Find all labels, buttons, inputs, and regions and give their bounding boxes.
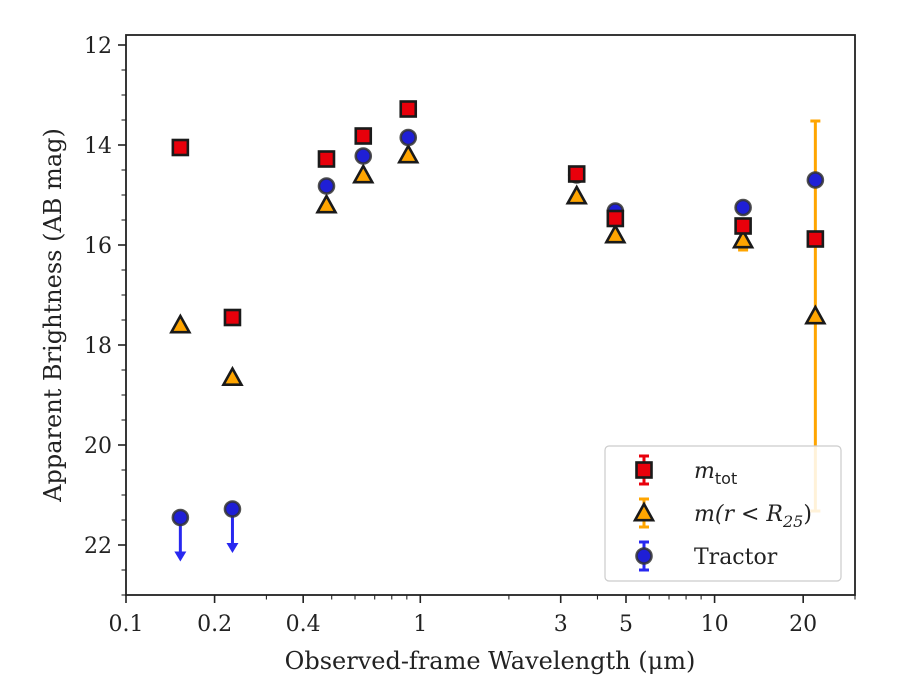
y-tick-label: 14 [84,134,112,159]
triangle-marker [731,228,755,249]
triangle-marker [397,143,420,164]
triangle-marker [169,313,192,334]
square-marker [223,308,242,327]
legend-triangle-marker [632,501,656,522]
triangle-marker [804,304,827,325]
x-tick-label: 0.4 [286,612,321,637]
triangle-marker [565,184,588,205]
legend-square-marker [635,461,653,479]
triangle-marker [604,223,627,244]
square-marker [734,217,752,235]
y-tick-label: 16 [84,234,112,259]
triangle-marker [221,365,244,387]
square-marker [567,165,586,183]
y-tick-label: 12 [84,34,112,59]
legend-box [604,445,842,582]
x-tick-label: 5 [619,612,633,637]
circle-marker [354,147,373,165]
legend: mtot m(r < R25) Tractor [604,445,842,582]
circle-marker [399,128,418,147]
triangle-marker [315,193,338,214]
circle-marker [223,500,242,518]
square-marker [806,230,825,248]
x-tick-label: 10 [701,612,729,637]
circle-marker [317,177,336,195]
plot-frame [125,34,856,596]
data-marks [169,100,827,562]
y-tick-label: 22 [84,534,112,559]
axes [125,34,856,596]
square-marker [171,138,190,157]
triangle-marker [352,163,375,184]
legend-circle-marker [635,547,653,565]
legend-label: m(r < R25) [694,502,812,531]
x-tick-label: 0.1 [109,612,144,637]
square-marker [317,150,336,168]
square-marker [354,127,373,145]
circle-marker [734,198,752,217]
y-tick-label: 20 [84,434,112,459]
upper-limit-arrowhead [174,551,187,562]
y-tick-label: 18 [84,334,112,359]
x-tick-label: 1 [413,612,427,637]
legend-label: Tractor [694,545,778,570]
upper-limit-arrowhead [226,543,239,553]
legend-label: mtot [694,459,737,488]
square-marker [399,100,418,118]
square-marker [606,209,625,228]
x-tick-label: 20 [789,612,817,637]
y-axis-label: Apparent Brightness (AB mag) [39,128,67,503]
x-tick-label: 0.2 [197,612,232,637]
x-axis-label: Observed-frame Wavelength (μm) [285,647,696,675]
circle-marker [806,171,825,189]
x-tick-label: 3 [554,612,568,637]
axis-ticks: 0.1 0.2 0.4 1 3 5 10 20 12 14 16 18 20 22 [84,34,856,637]
circle-marker [171,508,190,527]
